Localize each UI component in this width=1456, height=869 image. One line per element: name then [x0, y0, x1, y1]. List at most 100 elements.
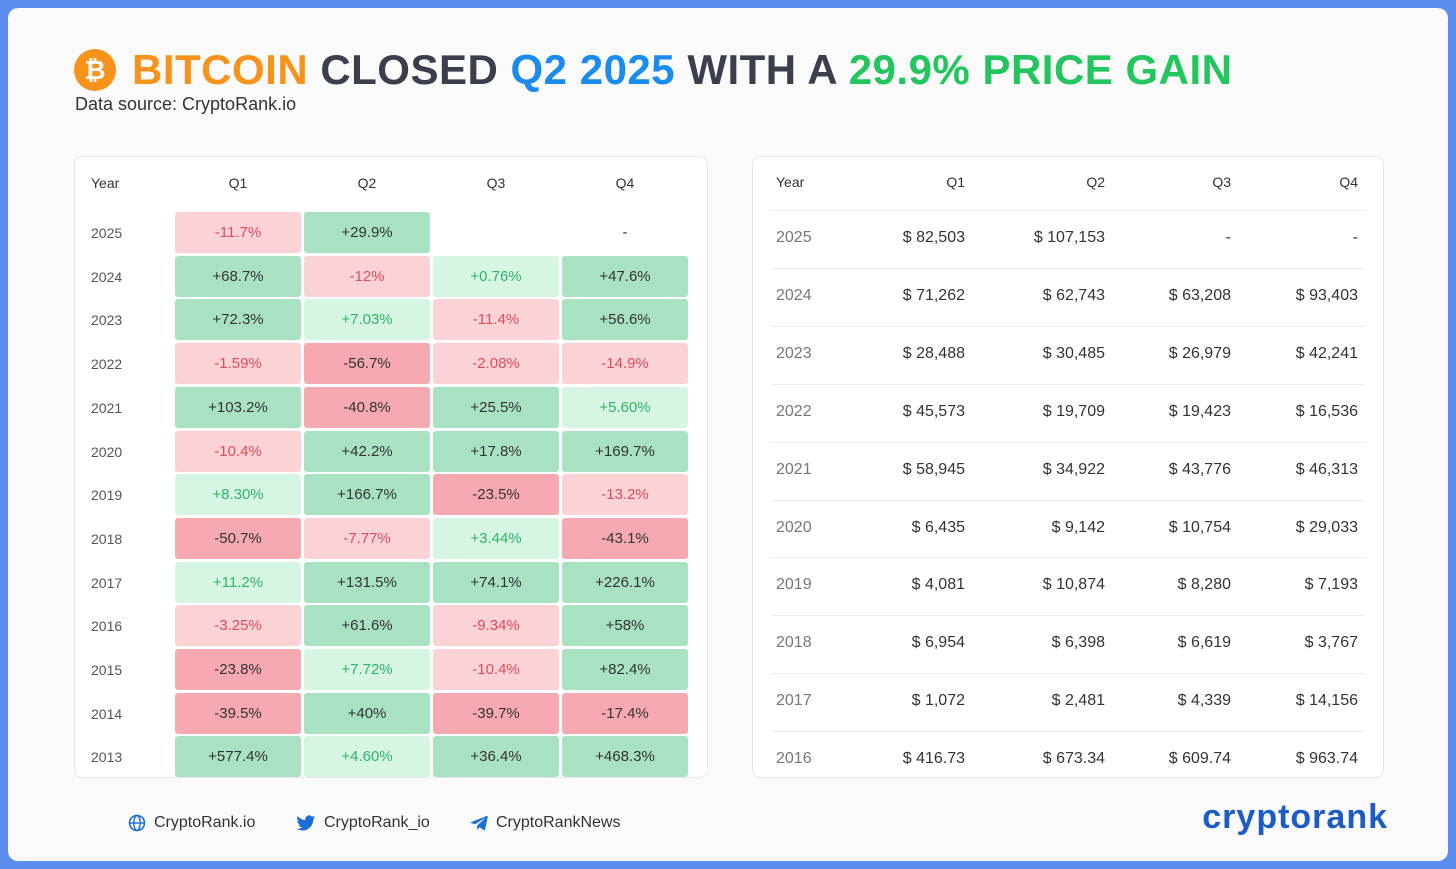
- prices-cell-2022-q3: $ 19,423: [1168, 402, 1231, 420]
- prices-row-divider: [771, 615, 1365, 617]
- returns-cell-2018-q3: +3.44%: [433, 517, 559, 559]
- footer-twitter[interactable]: CryptoRank_io: [296, 814, 430, 832]
- prices-cell-2018-q3: $ 6,619: [1177, 634, 1231, 652]
- prices-cell-2024-q2: $ 62,743: [1042, 286, 1105, 304]
- returns-header-year: Year: [91, 175, 120, 191]
- prices-row-divider: [771, 673, 1365, 675]
- footer-telegram[interactable]: CryptoRankNews: [470, 814, 620, 832]
- prices-cell-2023-q3: $ 26,979: [1168, 344, 1231, 362]
- prices-cell-2017-q2: $ 2,481: [1051, 692, 1105, 710]
- prices-cell-2018-q4: $ 3,767: [1304, 634, 1358, 652]
- prices-header-q4: Q4: [1339, 174, 1358, 190]
- returns-cell-2021-q3: +25.5%: [433, 386, 559, 428]
- returns-cell-2016-q1: -3.25%: [175, 605, 301, 647]
- footer-website[interactable]: CryptoRank.io: [128, 814, 255, 832]
- returns-cell-2018-q2: -7.77%: [304, 517, 430, 559]
- returns-cell-2020-q4: +169.7%: [562, 430, 688, 472]
- prices-cell-2024-q3: $ 63,208: [1168, 286, 1231, 304]
- prices-cell-2020-q3: $ 10,754: [1168, 518, 1231, 536]
- title-with-a: WITH A: [675, 46, 849, 93]
- footer-website-label: CryptoRank.io: [154, 814, 256, 831]
- prices-year-2020: 2020: [776, 518, 812, 536]
- returns-cell-2025-q2: +29.9%: [304, 212, 430, 253]
- infographic-card: ₿ BITCOIN CLOSED Q2 2025 WITH A 29.9% PR…: [8, 8, 1448, 861]
- prices-cell-2016-q1: $ 416.73: [902, 750, 965, 768]
- returns-year-2021: 2021: [91, 399, 123, 416]
- prices-cell-2025-q4: -: [1352, 229, 1358, 246]
- prices-cell-2019-q1: $ 4,081: [911, 576, 965, 594]
- returns-cell-2020-q1: -10.4%: [175, 430, 301, 472]
- prices-cell-2022-q1: $ 45,573: [902, 402, 965, 420]
- prices-table: Year Q1 Q2 Q3 Q4 2025 $ 82,503 $ 107,153 - - 2024 $…: [752, 156, 1384, 778]
- prices-cell-2018-q2: $ 6,398: [1051, 634, 1105, 652]
- returns-cell-2021-q2: -40.8%: [304, 386, 430, 428]
- prices-cell-2016-q3: $ 609.74: [1168, 750, 1231, 768]
- returns-year-2016: 2016: [91, 618, 123, 635]
- title-quarter: Q2 2025: [510, 46, 676, 93]
- returns-cell-2020-q3: +17.8%: [433, 430, 559, 472]
- prices-year-2016: 2016: [776, 750, 812, 768]
- prices-row-divider: [771, 441, 1365, 443]
- prices-row-divider: [771, 499, 1365, 501]
- returns-header-q2: Q2: [357, 175, 377, 191]
- footer-twitter-label: CryptoRank_io: [324, 814, 430, 831]
- prices-cell-2018-q1: $ 6,954: [911, 634, 965, 652]
- returns-cell-2016-q3: -9.34%: [433, 605, 559, 647]
- title-row: ₿ BITCOIN CLOSED Q2 2025 WITH A 29.9% PR…: [74, 46, 1232, 94]
- prices-cell-2020-q1: $ 6,435: [911, 518, 965, 536]
- prices-year-2017: 2017: [776, 692, 812, 710]
- returns-cell-2025-q3: [433, 212, 559, 253]
- prices-year-2024: 2024: [776, 286, 812, 304]
- returns-year-2023: 2023: [91, 312, 123, 329]
- returns-year-2014: 2014: [91, 705, 123, 722]
- prices-year-2022: 2022: [776, 402, 812, 420]
- footer-telegram-label: CryptoRankNews: [496, 814, 621, 831]
- prices-cell-2021-q2: $ 34,922: [1042, 460, 1105, 478]
- title-closed: CLOSED: [308, 46, 511, 93]
- twitter-icon: [296, 815, 315, 831]
- prices-cell-2019-q4: $ 7,193: [1304, 576, 1358, 594]
- prices-cell-2017-q4: $ 14,156: [1295, 692, 1358, 710]
- prices-header-q3: Q3: [1212, 174, 1231, 190]
- cryptorank-logo: cryptorank: [1202, 798, 1388, 836]
- returns-cell-2017-q4: +226.1%: [562, 561, 688, 603]
- returns-cell-2023-q4: +56.6%: [562, 299, 688, 341]
- prices-year-2018: 2018: [776, 634, 812, 652]
- prices-year-2023: 2023: [776, 344, 812, 362]
- prices-row-divider: [771, 267, 1365, 269]
- prices-cell-2025-q1: $ 82,503: [902, 229, 965, 246]
- prices-year-2025: 2025: [776, 229, 812, 246]
- prices-cell-2017-q1: $ 1,072: [911, 692, 965, 710]
- telegram-icon: [470, 815, 488, 831]
- returns-cell-2018-q1: -50.7%: [175, 517, 301, 559]
- prices-header-q2: Q2: [1086, 174, 1105, 190]
- prices-cell-2016-q2: $ 673.34: [1042, 750, 1105, 768]
- returns-cell-2017-q3: +74.1%: [433, 561, 559, 603]
- returns-cell-2024-q2: -12%: [304, 255, 430, 297]
- returns-cell-2013-q3: +36.4%: [433, 736, 559, 777]
- prices-cell-2020-q2: $ 9,142: [1051, 518, 1105, 536]
- prices-cell-2024-q4: $ 93,403: [1295, 286, 1358, 304]
- returns-cell-2022-q2: -56.7%: [304, 343, 430, 385]
- returns-header-q4: Q4: [615, 175, 635, 191]
- prices-cell-2023-q2: $ 30,485: [1042, 344, 1105, 362]
- returns-cell-2022-q4: -14.9%: [562, 343, 688, 385]
- returns-table: Year Q1 Q2 Q3 Q4 2025 -11.7% +29.9% -2024 +68.7% -…: [74, 156, 708, 778]
- returns-cell-2021-q4: +5.60%: [562, 386, 688, 428]
- returns-cell-2019-q1: +8.30%: [175, 474, 301, 516]
- returns-cell-2018-q4: -43.1%: [562, 517, 688, 559]
- returns-cell-2014-q4: -17.4%: [562, 692, 688, 734]
- returns-year-2017: 2017: [91, 574, 123, 591]
- returns-cell-2021-q1: +103.2%: [175, 386, 301, 428]
- returns-cell-2019-q2: +166.7%: [304, 474, 430, 516]
- prices-cell-2019-q3: $ 8,280: [1177, 576, 1231, 594]
- prices-header-q1: Q1: [946, 174, 965, 190]
- prices-cell-2019-q2: $ 10,874: [1042, 576, 1105, 594]
- returns-cell-2017-q1: +11.2%: [175, 561, 301, 603]
- returns-header-q3: Q3: [486, 175, 506, 191]
- prices-cell-2020-q4: $ 29,033: [1295, 518, 1358, 536]
- returns-cell-2016-q4: +58%: [562, 605, 688, 647]
- prices-cell-2021-q1: $ 58,945: [902, 460, 965, 478]
- returns-cell-2013-q2: +4.60%: [304, 736, 430, 777]
- returns-cell-2019-q4: -13.2%: [562, 474, 688, 516]
